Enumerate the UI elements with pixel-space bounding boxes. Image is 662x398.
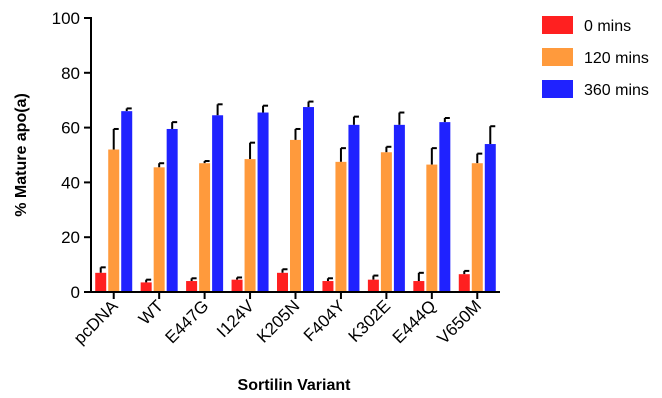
bar <box>439 122 451 293</box>
legend-label: 120 mins <box>584 50 649 67</box>
bar <box>393 124 405 292</box>
bar <box>335 161 347 292</box>
bar <box>277 272 288 292</box>
x-axis-title: Sortilin Variant <box>238 377 352 394</box>
y-axis-title: % Mature apo(a) <box>13 93 30 217</box>
bar <box>121 111 133 292</box>
x-tick-label: WT <box>135 296 167 328</box>
x-tick-label: E447G <box>162 296 213 347</box>
bar <box>413 281 425 292</box>
bar <box>244 159 256 292</box>
x-tick-label: V650M <box>434 296 486 348</box>
legend-label: 0 mins <box>584 18 631 35</box>
x-tick-label: E444Q <box>389 296 440 347</box>
bar <box>231 279 243 292</box>
bar <box>484 144 496 292</box>
legend-label: 360 mins <box>584 82 649 99</box>
y-tick-label: 20 <box>61 228 80 247</box>
bar <box>257 112 269 292</box>
bar <box>153 167 165 292</box>
legend-swatch <box>542 80 573 98</box>
x-tick-label: F404Y <box>300 296 349 345</box>
legend-swatch <box>542 16 573 34</box>
y-tick-label: 0 <box>71 283 80 302</box>
bar <box>471 163 483 292</box>
bar <box>199 163 211 292</box>
bar <box>303 107 314 292</box>
bar <box>426 164 438 292</box>
x-tick-label: K302E <box>345 296 395 346</box>
bar <box>458 274 470 292</box>
bar <box>380 152 392 292</box>
x-tick-label: pcDNA <box>70 296 122 348</box>
y-tick-label: 80 <box>61 64 80 83</box>
bar <box>348 124 360 292</box>
legend: 0 mins 120 mins 360 mins <box>542 16 649 99</box>
bar <box>108 149 120 292</box>
y-tick-label: 40 <box>61 173 80 192</box>
bar <box>212 115 224 293</box>
legend-swatch <box>542 48 573 66</box>
bar <box>166 128 178 292</box>
y-tick-label: 60 <box>61 119 80 138</box>
y-tick-label: 100 <box>52 9 80 28</box>
bar <box>322 281 334 292</box>
bar <box>290 139 301 292</box>
bar <box>367 279 379 292</box>
bar <box>95 272 107 292</box>
bar <box>140 282 152 292</box>
x-tick-label: K205N <box>253 296 303 346</box>
x-tick-label: I124V <box>213 296 258 341</box>
bars-layer <box>95 100 496 293</box>
bar <box>186 281 198 292</box>
